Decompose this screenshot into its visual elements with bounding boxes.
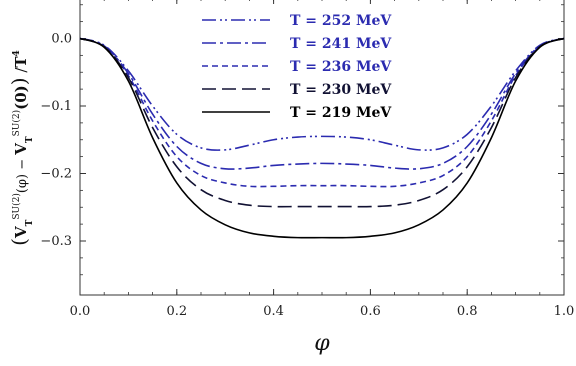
x-axis-label: φ <box>314 331 330 356</box>
x-tick-label: 0.4 <box>263 304 284 319</box>
x-tick-label: 0.0 <box>70 304 91 319</box>
legend-label-2: T = 236 MeV <box>290 59 392 75</box>
x-tick-labels: 0.0 0.2 0.4 0.6 0.8 1.0 <box>70 304 575 319</box>
y-tick-label: 0.0 <box>51 32 72 47</box>
y-tick-labels: 0.0 −0.1 −0.2 −0.3 <box>40 32 72 250</box>
series-line-1 <box>79 37 565 170</box>
legend-label-1: T = 241 MeV <box>290 36 392 52</box>
series-line-3 <box>79 37 565 208</box>
x-tick-label: 0.8 <box>457 304 478 319</box>
series-line-0 <box>79 37 565 151</box>
y-tick-label: −0.1 <box>40 99 72 114</box>
axis-ticks <box>79 0 565 295</box>
y-tick-label: −0.2 <box>40 167 72 182</box>
legend-label-4: T = 219 MeV <box>290 105 392 121</box>
x-tick-label: 0.6 <box>360 304 381 319</box>
x-tick-label: 0.2 <box>166 304 187 319</box>
x-tick-label: 1.0 <box>554 304 575 319</box>
y-tick-label: −0.3 <box>40 234 72 249</box>
series-line-2 <box>79 37 565 188</box>
series-line-4 <box>79 37 565 239</box>
legend: T = 252 MeV T = 241 MeV T = 236 MeV T = 230… <box>202 13 392 121</box>
legend-label-0: T = 252 MeV <box>290 13 392 29</box>
series-lines <box>79 37 565 239</box>
legend-label-3: T = 230 MeV <box>290 82 392 98</box>
y-axis-label: (VTSU(2)(φ) − VTSU(2)(0)) /T4 <box>7 50 35 246</box>
svg-text:(VTSU(2)(φ) − VTSU(2)(0)) /T4: (VTSU(2)(φ) − VTSU(2)(0)) /T4 <box>7 50 35 246</box>
